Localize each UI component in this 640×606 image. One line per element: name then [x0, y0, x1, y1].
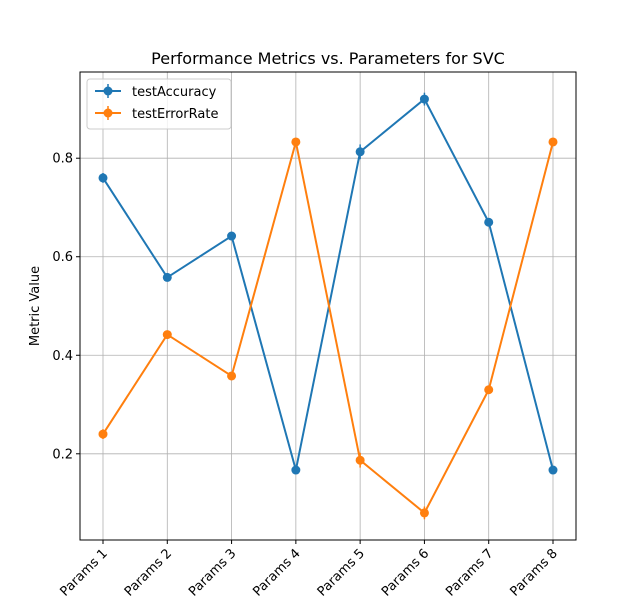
- data-point: [355, 147, 365, 157]
- data-point: [419, 94, 429, 104]
- data-point: [355, 455, 365, 465]
- plot-area: [79, 71, 577, 541]
- y-tick-label: 0.2: [52, 447, 73, 462]
- data-point: [227, 371, 237, 381]
- legend-box: [86, 78, 232, 130]
- y-tick-label: 0.8: [52, 152, 73, 167]
- data-point: [548, 137, 558, 147]
- data-point: [484, 385, 494, 395]
- grid: [80, 72, 576, 540]
- legend-label: testAccuracy: [132, 85, 217, 100]
- chart-title: Performance Metrics vs. Parameters for S…: [151, 49, 505, 68]
- y-axis: 0.2 0.4 0.6 0.8: [52, 152, 80, 462]
- y-tick-label: 0.4: [52, 349, 73, 364]
- series: [98, 92, 558, 520]
- legend-item: testErrorRate: [95, 106, 218, 122]
- series-line: [102, 97, 554, 471]
- data-point: [548, 465, 558, 475]
- series-testErrorRate: [98, 137, 558, 520]
- legend: testAccuracy testErrorRate: [86, 78, 232, 130]
- legend-swatch-marker: [103, 86, 113, 96]
- data-point: [162, 330, 172, 340]
- data-point: [162, 272, 172, 282]
- legend-swatch-marker: [103, 108, 113, 118]
- data-point: [227, 231, 237, 241]
- y-axis-label: Metric Value: [28, 266, 43, 346]
- data-point: [291, 137, 301, 147]
- data-point: [98, 429, 108, 439]
- y-tick-label: 0.6: [52, 250, 73, 265]
- data-point: [484, 217, 494, 227]
- series-line: [102, 141, 554, 515]
- legend-item: testAccuracy: [95, 84, 217, 100]
- data-point: [98, 173, 108, 183]
- data-point: [419, 508, 429, 518]
- data-point: [291, 465, 301, 475]
- series-testAccuracy: [98, 92, 558, 475]
- legend-label: testErrorRate: [132, 107, 218, 122]
